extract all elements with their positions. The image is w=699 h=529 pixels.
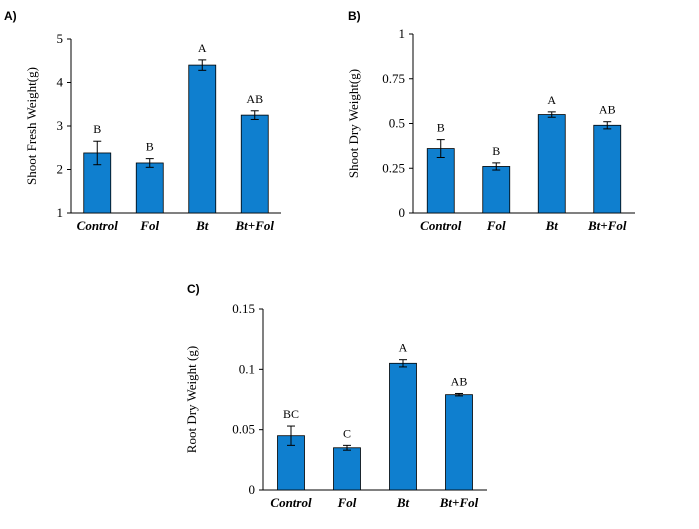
y-tick-label: 0.5 (389, 116, 405, 131)
significance-label: AB (451, 374, 468, 388)
x-tick-label: Fol (139, 218, 159, 233)
bar (593, 124, 622, 214)
x-tick-label: Fol (486, 218, 506, 233)
x-tick-label: Control (77, 218, 119, 233)
chart-panel-2: C) Root Dry Weight (g) 0 0.05 0.1 0.15 BC Contr… (184, 282, 487, 510)
x-tick-label: Bt+Fol (235, 218, 275, 233)
x-tick-label: Bt (195, 218, 209, 233)
significance-label: B (93, 122, 101, 136)
x-tick-label: Control (420, 218, 462, 233)
y-tick-label: 1 (399, 26, 406, 41)
bar (240, 114, 269, 214)
y-tick-label: 0 (399, 205, 406, 220)
chart-panel-0: A) Shoot Fresh Weight(g) 1 2 3 4 5 B Control B Fol… (4, 9, 281, 233)
y-axis-label: Shoot Fresh Weight(g) (24, 67, 39, 185)
significance-label: AB (599, 103, 616, 117)
significance-label: A (399, 341, 408, 355)
panel-label: A) (4, 9, 17, 23)
y-tick-label: 0.1 (239, 361, 255, 376)
significance-label: B (492, 144, 500, 158)
x-tick-label: Bt+Fol (587, 218, 627, 233)
bar (426, 148, 455, 214)
bar (333, 447, 361, 491)
significance-label: A (547, 93, 556, 107)
y-tick-label: 5 (57, 31, 64, 46)
x-tick-label: Bt (545, 218, 559, 233)
y-tick-label: 0 (249, 482, 256, 497)
x-tick-label: Bt (396, 495, 410, 510)
chart-panel-1: B) Shoot Dry Weight(g) 0 0.25 0.5 0.75 1 B Contr… (346, 9, 635, 233)
y-axis-label: Root Dry Weight (g) (184, 346, 199, 453)
y-tick-label: 0.15 (232, 301, 255, 316)
x-tick-label: Bt+Fol (439, 495, 479, 510)
panel-label: B) (348, 9, 361, 23)
bar (445, 394, 473, 491)
y-axis-label: Shoot Dry Weight(g) (346, 69, 361, 178)
panel-label: C) (187, 282, 200, 296)
significance-label: AB (246, 92, 263, 106)
y-tick-label: 0.75 (382, 71, 405, 86)
y-tick-label: 0.05 (232, 422, 255, 437)
bar (537, 114, 566, 214)
significance-label: BC (283, 407, 299, 421)
y-tick-label: 0.25 (382, 160, 405, 175)
y-tick-label: 2 (57, 162, 64, 177)
bar (188, 64, 217, 214)
significance-label: B (146, 140, 154, 154)
significance-label: A (198, 41, 207, 55)
significance-label: C (343, 426, 351, 440)
x-tick-label: Control (270, 495, 312, 510)
y-tick-label: 3 (57, 118, 64, 133)
bar (482, 166, 511, 214)
bar (389, 362, 417, 491)
x-tick-label: Fol (337, 495, 357, 510)
y-tick-label: 4 (57, 75, 64, 90)
y-tick-label: 1 (57, 205, 64, 220)
bar (135, 162, 164, 214)
significance-label: B (437, 121, 445, 135)
